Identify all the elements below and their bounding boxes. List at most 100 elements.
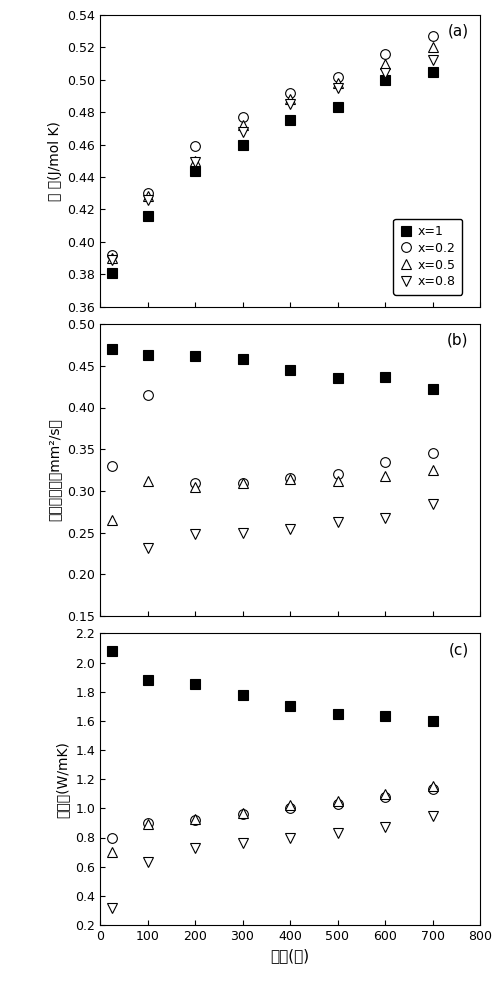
x=1 xyxy=(382,74,388,86)
X-axis label: 温度(度): 温度(度) xyxy=(270,948,310,963)
x=0.2 xyxy=(287,802,293,814)
x=1 xyxy=(287,114,293,126)
x=0.5 xyxy=(192,155,198,167)
x=0.5 xyxy=(382,58,388,70)
x=1 xyxy=(109,267,115,279)
x=0.5 xyxy=(287,473,293,485)
x=0.8 xyxy=(287,831,293,843)
x=0.2 xyxy=(430,30,436,42)
x=0.2 xyxy=(109,249,115,261)
Text: (c): (c) xyxy=(448,642,468,657)
x=0.2 xyxy=(382,456,388,468)
x=0.5 xyxy=(430,464,436,476)
x=1 xyxy=(430,715,436,727)
x=0.8 xyxy=(144,194,150,206)
x=0.5 xyxy=(334,475,340,487)
x=1 xyxy=(144,349,150,361)
Line: x=0.8: x=0.8 xyxy=(107,499,438,637)
Y-axis label: 热扩散系数（mm²/s）: 热扩散系数（mm²/s） xyxy=(48,419,62,521)
x=1 xyxy=(430,66,436,78)
Line: x=0.5: x=0.5 xyxy=(107,465,438,525)
x=0.2 xyxy=(144,187,150,199)
x=0.2 xyxy=(192,140,198,152)
x=1 xyxy=(382,710,388,722)
x=0.5 xyxy=(144,475,150,487)
Legend: x=1, x=0.2, x=0.5, x=0.8: x=1, x=0.2, x=0.5, x=0.8 xyxy=(393,219,462,295)
x=0.5 xyxy=(240,807,246,819)
x=0.8 xyxy=(334,516,340,528)
x=0.8 xyxy=(430,498,436,510)
Line: x=1: x=1 xyxy=(107,344,438,394)
x=0.5 xyxy=(430,41,436,53)
Line: x=1: x=1 xyxy=(107,67,438,277)
x=0.2 xyxy=(109,460,115,472)
x=0.5 xyxy=(109,514,115,526)
x=1 xyxy=(192,165,198,177)
x=0.8 xyxy=(240,526,246,538)
Line: x=1: x=1 xyxy=(107,646,438,726)
x=0.5 xyxy=(382,470,388,482)
x=0.8 xyxy=(430,810,436,822)
x=1 xyxy=(334,708,340,720)
x=1 xyxy=(240,689,246,701)
x=0.5 xyxy=(144,818,150,830)
x=0.5 xyxy=(334,795,340,807)
x=1 xyxy=(240,353,246,365)
Line: x=0.5: x=0.5 xyxy=(107,43,438,263)
x=0.2 xyxy=(192,814,198,826)
Text: (b): (b) xyxy=(447,333,468,348)
x=0.8 xyxy=(430,54,436,66)
x=0.2 xyxy=(144,389,150,401)
x=0.8 xyxy=(240,837,246,849)
x=0.8 xyxy=(382,512,388,524)
Line: x=0.2: x=0.2 xyxy=(107,390,438,487)
Line: x=0.8: x=0.8 xyxy=(107,56,438,265)
x=1 xyxy=(144,210,150,222)
x=0.5 xyxy=(287,93,293,105)
x=1 xyxy=(382,371,388,383)
x=0.8 xyxy=(109,902,115,914)
x=0.5 xyxy=(382,788,388,800)
x=0.2 xyxy=(430,447,436,459)
x=0.8 xyxy=(192,528,198,540)
Line: x=0.8: x=0.8 xyxy=(107,811,438,912)
x=0.8 xyxy=(240,126,246,138)
x=0.2 xyxy=(382,791,388,803)
Y-axis label: 比 热(J/mol K): 比 热(J/mol K) xyxy=(48,121,62,201)
x=0.8 xyxy=(334,827,340,839)
x=1 xyxy=(192,350,198,362)
x=0.2 xyxy=(334,798,340,810)
x=0.8 xyxy=(109,254,115,266)
x=1 xyxy=(144,674,150,686)
x=1 xyxy=(287,700,293,712)
x=0.5 xyxy=(144,190,150,202)
x=1 xyxy=(334,372,340,384)
x=0.2 xyxy=(240,111,246,123)
x=1 xyxy=(240,139,246,151)
x=0.2 xyxy=(334,468,340,480)
x=0.5 xyxy=(430,780,436,792)
Line: x=0.5: x=0.5 xyxy=(107,782,438,857)
x=0.8 xyxy=(334,82,340,94)
x=0.8 xyxy=(287,523,293,535)
x=0.2 xyxy=(192,477,198,489)
x=0.2 xyxy=(334,71,340,83)
x=0.2 xyxy=(430,783,436,795)
x=1 xyxy=(287,364,293,376)
x=0.8 xyxy=(382,67,388,79)
Line: x=0.2: x=0.2 xyxy=(107,785,438,842)
Y-axis label: 热导率(W/mK): 热导率(W/mK) xyxy=(56,741,70,818)
x=0.2 xyxy=(144,817,150,829)
x=0.2 xyxy=(382,48,388,60)
x=0.8 xyxy=(192,156,198,168)
x=1 xyxy=(109,343,115,355)
x=0.2 xyxy=(287,472,293,484)
x=0.2 xyxy=(240,477,246,489)
x=0.2 xyxy=(240,808,246,820)
x=0.5 xyxy=(109,846,115,858)
x=0.8 xyxy=(382,821,388,833)
x=0.5 xyxy=(192,813,198,825)
x=0.8 xyxy=(144,856,150,868)
x=0.8 xyxy=(144,542,150,554)
x=0.5 xyxy=(287,799,293,811)
